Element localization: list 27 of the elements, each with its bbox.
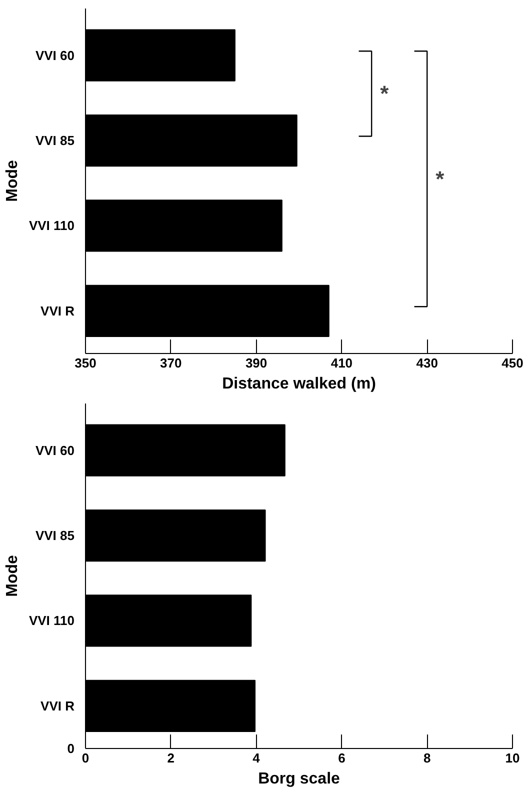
y-tick-label: VVI R [40, 303, 76, 318]
y-tick-label: VVI 60 [35, 48, 75, 63]
x-axis-title: Distance walked (m) [222, 376, 376, 392]
y-tick-label: VVI 85 [35, 528, 75, 544]
x-tick-label: 2 [167, 750, 175, 766]
y-tick-label: VVI 60 [35, 442, 75, 458]
y-axis-title: Mode [4, 555, 21, 597]
x-tick-label: 4 [252, 750, 261, 766]
annotation: * [436, 166, 445, 192]
x-tick-label: 10 [505, 750, 520, 766]
x-tick-label: 0 [82, 750, 90, 766]
x-tick-label: 6 [338, 750, 346, 766]
x-tick-label: 410 [330, 356, 353, 370]
x-tick-label: 350 [74, 356, 96, 370]
y-axis-title: Mode [4, 160, 21, 202]
x-tick-label: 370 [160, 356, 182, 370]
y-tick-label: VVI 110 [28, 218, 75, 234]
x-tick-label: 8 [423, 750, 431, 766]
x-axis-title: Borg scale [258, 770, 340, 788]
x-tick-label: 390 [245, 356, 268, 370]
y-tick-label: VVI 110 [28, 613, 75, 628]
x-tick-label: 430 [416, 356, 438, 370]
text: 0 [67, 741, 75, 756]
x-tick-label: 450 [502, 356, 524, 370]
y-tick-label: VVI R [40, 698, 76, 714]
annotation: * [380, 81, 390, 106]
y-tick-label: VVI 85 [35, 133, 75, 148]
